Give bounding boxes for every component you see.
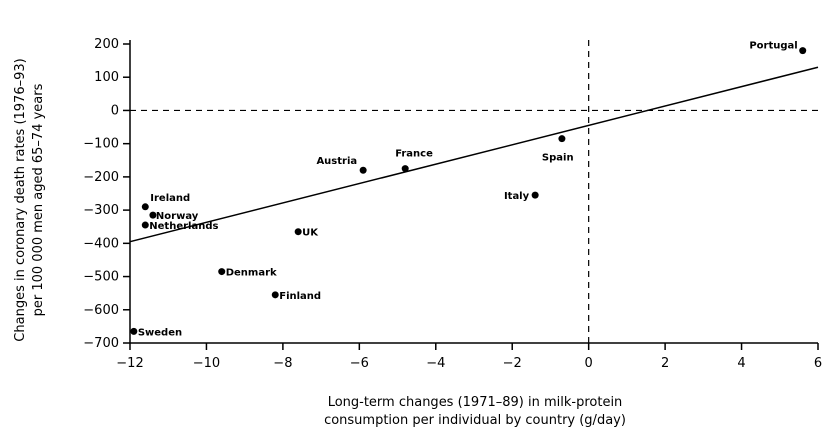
x-tick-label: 4 bbox=[737, 356, 745, 371]
x-tick-label: −8 bbox=[273, 356, 292, 371]
data-point-uk bbox=[294, 228, 302, 236]
x-tick-label: −4 bbox=[426, 356, 445, 371]
y-tick-label: −200 bbox=[83, 170, 119, 185]
data-point-france bbox=[401, 165, 409, 173]
x-tick-label: −2 bbox=[503, 356, 522, 371]
x-tick-label: −10 bbox=[193, 356, 220, 371]
x-tick-label: −12 bbox=[116, 356, 143, 371]
y-tick-label: 0 bbox=[111, 103, 119, 118]
y-axis-title-line-1: Changes in coronary death rates (1976–93… bbox=[13, 58, 28, 341]
data-point-finland bbox=[271, 291, 279, 299]
y-tick-label: −400 bbox=[83, 236, 119, 251]
point-label-italy: Italy bbox=[504, 191, 530, 202]
y-tick-label: −500 bbox=[83, 270, 119, 285]
y-tick-label: 200 bbox=[94, 37, 119, 52]
x-tick-label: 6 bbox=[814, 356, 822, 371]
y-axis-title-line-2: per 100 000 men aged 65–74 years bbox=[31, 83, 46, 316]
point-label-ireland: Ireland bbox=[150, 193, 190, 204]
x-tick-label: 0 bbox=[585, 356, 593, 371]
regression-line bbox=[129, 66, 819, 243]
point-label-uk: UK bbox=[302, 228, 319, 239]
point-label-netherlands: Netherlands bbox=[149, 221, 218, 232]
data-point-denmark bbox=[218, 268, 226, 276]
point-label-portugal: Portugal bbox=[749, 41, 797, 52]
x-axis-title-line-1: Long-term changes (1971–89) in milk-prot… bbox=[328, 395, 623, 410]
x-tick-label: −6 bbox=[350, 356, 369, 371]
point-label-spain: Spain bbox=[542, 153, 574, 164]
point-label-denmark: Denmark bbox=[226, 268, 277, 279]
y-tick-label: −700 bbox=[83, 336, 119, 351]
x-tick-label: 2 bbox=[661, 356, 669, 371]
point-label-austria: Austria bbox=[316, 156, 357, 167]
data-point-sweden bbox=[130, 327, 138, 335]
point-label-norway: Norway bbox=[156, 211, 199, 222]
data-point-netherlands bbox=[141, 221, 149, 229]
point-label-finland: Finland bbox=[279, 291, 321, 302]
y-tick-label: −600 bbox=[83, 303, 119, 318]
data-point-italy bbox=[531, 191, 539, 199]
y-tick-label: −300 bbox=[83, 203, 119, 218]
y-tick-label: −100 bbox=[83, 137, 119, 152]
y-tick-label: 100 bbox=[94, 70, 119, 85]
data-point-portugal bbox=[799, 47, 807, 55]
data-point-austria bbox=[359, 166, 367, 174]
point-label-france: France bbox=[395, 149, 433, 160]
x-axis-title-line-2: consumption per individual by country (g… bbox=[324, 413, 626, 428]
data-point-spain bbox=[558, 135, 566, 143]
data-point-ireland bbox=[141, 203, 149, 211]
point-label-sweden: Sweden bbox=[138, 327, 182, 338]
data-point-norway bbox=[149, 211, 157, 219]
